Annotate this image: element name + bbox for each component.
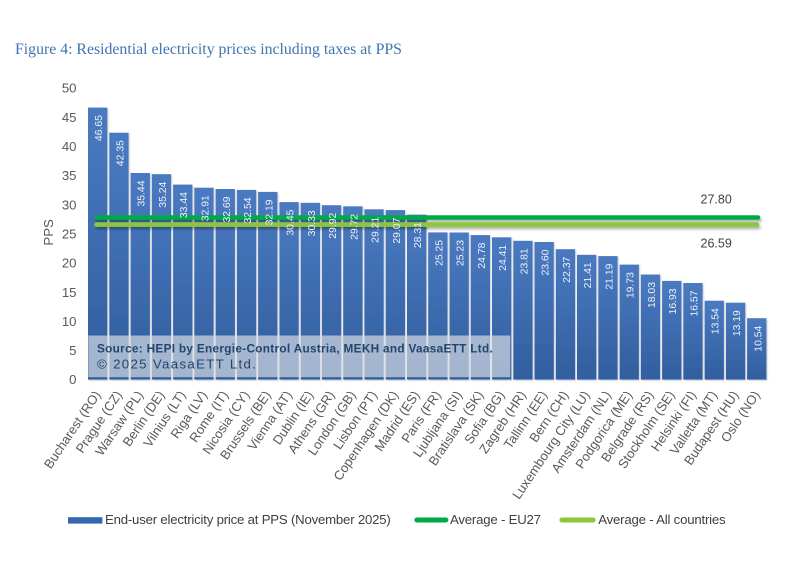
svg-text:35.44: 35.44 [137, 180, 148, 206]
svg-text:Source: HEPI by Energie-Contro: Source: HEPI by Energie-Control Austria,… [97, 341, 493, 355]
svg-text:0: 0 [69, 372, 76, 387]
svg-text:21.19: 21.19 [604, 263, 615, 289]
svg-text:25: 25 [62, 227, 77, 242]
svg-text:Average - EU27: Average - EU27 [450, 512, 541, 527]
svg-text:10: 10 [62, 314, 77, 329]
svg-text:46.65: 46.65 [94, 115, 105, 141]
svg-text:13.54: 13.54 [711, 308, 722, 334]
svg-text:32.91: 32.91 [201, 195, 212, 221]
svg-text:30.45: 30.45 [286, 209, 297, 235]
svg-text:25.23: 25.23 [456, 240, 467, 266]
svg-text:29.21: 29.21 [371, 217, 382, 243]
svg-text:23.60: 23.60 [541, 249, 552, 275]
svg-text:27.80: 27.80 [701, 193, 732, 207]
svg-text:18.03: 18.03 [647, 282, 658, 308]
svg-text:32.19: 32.19 [264, 199, 275, 225]
svg-text:33.44: 33.44 [179, 192, 190, 218]
svg-text:35: 35 [62, 168, 77, 183]
svg-text:22.37: 22.37 [562, 256, 573, 282]
svg-text:29.07: 29.07 [392, 217, 403, 243]
svg-text:24.41: 24.41 [498, 245, 509, 271]
svg-text:45: 45 [62, 110, 77, 125]
svg-text:© 2025 VaasaETT Ltd.: © 2025 VaasaETT Ltd. [97, 357, 257, 372]
svg-text:35.24: 35.24 [158, 181, 169, 207]
svg-text:5: 5 [69, 343, 76, 358]
svg-text:32.54: 32.54 [243, 197, 254, 223]
svg-text:25.25: 25.25 [434, 240, 445, 266]
svg-text:42.35: 42.35 [116, 140, 127, 166]
svg-text:16.57: 16.57 [690, 290, 701, 316]
svg-text:Average - All countries: Average - All countries [598, 512, 726, 527]
svg-text:32.69: 32.69 [222, 196, 233, 222]
svg-text:24.78: 24.78 [477, 242, 488, 268]
svg-text:PPS: PPS [41, 219, 56, 246]
svg-text:29.92: 29.92 [328, 212, 339, 238]
svg-text:10.54: 10.54 [753, 325, 764, 351]
svg-text:13.19: 13.19 [732, 310, 743, 336]
svg-text:30.33: 30.33 [307, 210, 318, 236]
svg-text:50: 50 [62, 81, 77, 96]
svg-text:30: 30 [62, 197, 77, 212]
svg-text:26.59: 26.59 [701, 237, 732, 251]
svg-text:21.41: 21.41 [583, 262, 594, 288]
svg-text:40: 40 [62, 139, 77, 154]
svg-text:16.93: 16.93 [668, 288, 679, 314]
svg-text:29.72: 29.72 [349, 214, 360, 240]
svg-text:23.81: 23.81 [519, 248, 530, 274]
svg-text:15: 15 [62, 285, 77, 300]
svg-text:End-user electricity price at: End-user electricity price at PPS (Novem… [105, 512, 391, 527]
svg-text:28.31: 28.31 [413, 222, 424, 248]
svg-text:20: 20 [62, 256, 77, 271]
svg-text:19.73: 19.73 [626, 272, 637, 298]
